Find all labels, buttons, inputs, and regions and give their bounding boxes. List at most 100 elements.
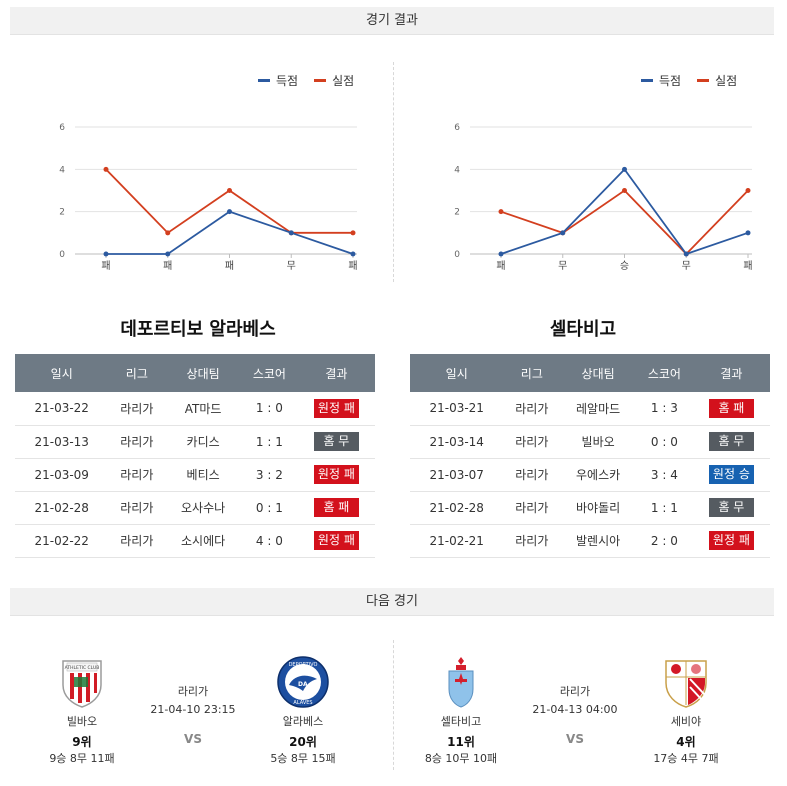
- y-tick-label: 0: [454, 250, 460, 260]
- col-league: 리그: [108, 354, 166, 392]
- score-cell: 2 : 0: [635, 524, 693, 558]
- conceded-point: [498, 209, 504, 215]
- date-cell: 21-02-22: [15, 524, 109, 558]
- conceded-point: [103, 166, 109, 172]
- scored-point: [350, 251, 356, 257]
- score-cell: 3 : 2: [240, 458, 298, 492]
- x-tick-label: 패: [496, 260, 505, 272]
- league-cell: 라리가: [503, 524, 561, 558]
- scored-point: [622, 166, 627, 172]
- table-row: 21-03-14 라리가 빌바오 0 : 0 홈 무: [410, 425, 770, 459]
- league-cell: 라리가: [108, 425, 166, 459]
- away-team-name: 세비야: [670, 715, 702, 728]
- opponent-cell: 발렌시아: [560, 524, 636, 558]
- home-team-rank: 11위: [447, 735, 475, 749]
- x-tick-label: 무: [682, 261, 691, 272]
- result-cell: 홈 패: [297, 491, 375, 525]
- scored-point: [745, 230, 751, 236]
- next-match-info: 라리가 21-04-13 04:00 VS: [515, 683, 635, 746]
- next-match-home-team[interactable]: ATHLETIC CLUB 빌바오 9위 9승 8무 11패: [32, 655, 132, 766]
- result-badge: 홈 무: [708, 432, 754, 451]
- league-cell: 라리가: [503, 458, 561, 492]
- result-badge: 원정 패: [313, 531, 359, 550]
- table-row: 21-02-28 라리가 오사수나 0 : 1 홈 패: [15, 491, 375, 525]
- score-cell: 1 : 0: [240, 392, 298, 426]
- next-match-league: 라리가: [177, 685, 209, 698]
- result-cell: 홈 무: [692, 491, 770, 525]
- celta-vigo-crest-icon: [448, 657, 474, 708]
- result-cell: 홈 무: [297, 425, 375, 459]
- scored-point: [165, 251, 171, 257]
- x-tick-label: 무: [558, 261, 567, 272]
- score-cell: 1 : 1: [635, 491, 693, 525]
- score-cell: 3 : 4: [635, 458, 693, 492]
- legend-swatch-scored: [258, 79, 270, 82]
- result-badge: 원정 패: [313, 398, 359, 418]
- away-team-record: 17승 4무 7패: [653, 752, 719, 765]
- next-match-section-header: 다음 경기: [10, 588, 774, 616]
- league-cell: 라리가: [503, 425, 561, 459]
- league-cell: 라리가: [108, 392, 166, 426]
- x-tick-label: 패: [743, 260, 752, 272]
- legend-label-scored: 득점: [276, 74, 299, 88]
- x-tick-label: 승: [620, 260, 629, 272]
- conceded-point: [745, 188, 751, 193]
- result-badge: 홈 패: [708, 398, 754, 418]
- opponent-cell: 카디스: [165, 425, 241, 459]
- x-tick-label: 패: [163, 260, 172, 272]
- conceded-series-line: [105, 168, 353, 235]
- next-match-away-team[interactable]: 세비야 4위 17승 4무 7패: [636, 655, 736, 766]
- col-date: 일시: [410, 354, 504, 392]
- y-tick-label: 6: [59, 123, 65, 133]
- sevilla-crest-icon: [665, 660, 707, 708]
- col-result: 결과: [297, 354, 375, 392]
- table-row: 21-02-22 라리가 소시에다 4 : 0 원정 패: [15, 524, 375, 558]
- next-match-away-team[interactable]: DEPORTIVO ALAVES DA 알라베스 20위 5승 8무 15패: [253, 655, 353, 766]
- opponent-cell: 소시에다: [165, 524, 241, 558]
- col-league: 리그: [503, 354, 561, 392]
- result-cell: 원정 패: [692, 524, 770, 558]
- deportivo-alaves-crest-icon: DEPORTIVO ALAVES DA: [277, 656, 329, 708]
- next-match-home-team[interactable]: 셀타비고 11위 8승 10무 10패: [411, 655, 511, 766]
- home-team-rank: 9위: [72, 735, 92, 749]
- result-badge: 홈 무: [708, 498, 754, 517]
- league-cell: 라리가: [108, 491, 166, 525]
- vs-label: VS: [184, 732, 202, 746]
- legend-swatch-conceded: [697, 79, 710, 82]
- away-team-name: 알라베스: [282, 715, 324, 728]
- date-cell: 21-03-22: [15, 392, 109, 426]
- col-score: 스코어: [240, 354, 298, 392]
- score-cell: 1 : 1: [240, 425, 298, 459]
- next-match-datetime: 21-04-13 04:00: [532, 703, 618, 716]
- home-team-name: 빌바오: [66, 715, 98, 728]
- athletic-club-crest-icon: ATHLETIC CLUB: [62, 660, 102, 708]
- result-badge: 홈 무: [313, 432, 359, 451]
- goals-line-chart: 0 2 4 6 패 패 패 무 패: [59, 123, 357, 272]
- y-tick-label: 2: [454, 208, 460, 218]
- opponent-cell: AT마드: [165, 392, 241, 426]
- svg-text:DEPORTIVO: DEPORTIVO: [289, 662, 318, 668]
- next-match-info: 라리가 21-04-10 23:15 VS: [133, 683, 253, 746]
- next-match-datetime: 21-04-10 23:15: [150, 703, 236, 716]
- goals-line-chart: 0 2 4 6 패 무 승 무 패: [454, 123, 752, 272]
- opponent-cell: 우에스카: [560, 458, 636, 492]
- opponent-cell: 오사수나: [165, 491, 241, 525]
- away-team-rank: 4위: [676, 735, 696, 749]
- goals-chart-alaves: 0 2 4 6 패 패 패 무 패: [10, 95, 370, 335]
- legend-swatch-scored: [641, 79, 653, 82]
- league-cell: 라리가: [503, 392, 561, 426]
- col-score: 스코어: [635, 354, 693, 392]
- y-tick-label: 4: [454, 165, 460, 175]
- home-team-record: 8승 10무 10패: [424, 752, 498, 765]
- date-cell: 21-03-07: [410, 458, 504, 492]
- league-cell: 라리가: [108, 458, 166, 492]
- conceded-point: [165, 230, 171, 236]
- result-cell: 원정 패: [297, 524, 375, 558]
- opponent-cell: 빌바오: [560, 425, 636, 459]
- charts-divider: [393, 62, 394, 282]
- result-cell: 원정 패: [297, 392, 375, 426]
- team-title-left: 데포르티보 알라베스: [120, 319, 276, 340]
- away-team-rank: 20위: [289, 735, 317, 749]
- scored-point: [227, 209, 232, 215]
